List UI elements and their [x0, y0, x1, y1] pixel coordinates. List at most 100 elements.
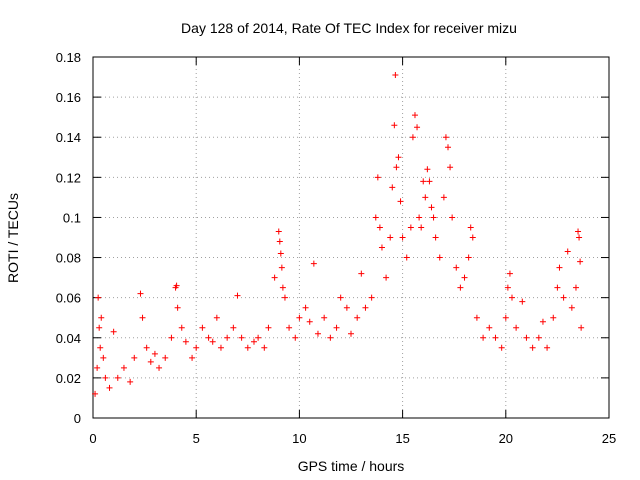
data-point	[147, 358, 154, 365]
data-point	[278, 264, 285, 271]
data-point	[120, 364, 127, 371]
data-point	[578, 324, 585, 331]
data-point	[139, 314, 146, 321]
data-point	[513, 324, 520, 331]
y-tick-label: 0	[74, 411, 81, 426]
data-point	[577, 258, 584, 265]
data-point	[506, 270, 513, 277]
data-point	[286, 324, 293, 331]
data-point	[343, 304, 350, 311]
data-point	[449, 214, 456, 221]
data-point	[302, 304, 309, 311]
data-point	[568, 304, 575, 311]
data-point	[414, 124, 421, 131]
y-tick-label: 0.1	[63, 210, 81, 225]
data-point	[178, 324, 185, 331]
data-point	[508, 294, 515, 301]
y-tick-label: 0.06	[56, 291, 81, 306]
data-point	[265, 324, 272, 331]
data-point	[95, 294, 102, 301]
plot-frame	[92, 56, 610, 419]
data-point	[217, 344, 224, 351]
data-point	[436, 254, 443, 261]
data-point	[432, 234, 439, 241]
data-point	[391, 122, 398, 129]
data-point	[354, 314, 361, 321]
data-point	[469, 234, 476, 241]
data-point	[420, 178, 427, 185]
data-point	[137, 290, 144, 297]
data-point	[399, 234, 406, 241]
y-tick-label: 0.02	[56, 371, 81, 386]
data-point	[424, 166, 431, 173]
data-point	[292, 334, 299, 341]
data-point	[572, 284, 579, 291]
data-point	[306, 318, 313, 325]
x-axis-label: GPS time / hours	[298, 458, 405, 474]
data-point	[498, 344, 505, 351]
grid-lines	[93, 57, 609, 418]
data-point	[393, 164, 400, 171]
data-point	[333, 324, 340, 331]
data-point	[535, 334, 542, 341]
data-point	[234, 292, 241, 299]
data-point	[281, 294, 288, 301]
data-point	[407, 224, 414, 231]
data-point	[403, 254, 410, 261]
data-point	[465, 254, 472, 261]
data-point	[182, 338, 189, 345]
axis-ticks	[92, 56, 610, 419]
data-point	[277, 250, 284, 257]
data-point	[296, 314, 303, 321]
data-point	[556, 264, 563, 271]
data-point	[168, 334, 175, 341]
data-point	[473, 314, 480, 321]
data-point	[467, 224, 474, 231]
data-point	[261, 344, 268, 351]
data-point	[502, 314, 509, 321]
data-point	[395, 154, 402, 161]
y-axis-label: ROTI / TECUs	[5, 193, 21, 283]
data-point	[127, 378, 134, 385]
data-point	[102, 374, 109, 381]
data-point	[174, 304, 181, 311]
data-point	[205, 334, 212, 341]
data-point	[564, 248, 571, 255]
data-point	[327, 334, 334, 341]
data-point	[440, 194, 447, 201]
x-tick-label: 10	[292, 431, 306, 446]
data-point	[250, 338, 257, 345]
data-point	[275, 228, 282, 235]
data-point	[94, 364, 101, 371]
data-point	[554, 284, 561, 291]
data-point	[372, 214, 379, 221]
data-point	[92, 390, 99, 397]
data-point	[575, 228, 582, 235]
data-point	[430, 214, 437, 221]
y-tick-label: 0.04	[56, 331, 81, 346]
data-point	[224, 334, 231, 341]
y-tick-label: 0.16	[56, 90, 81, 105]
data-point	[131, 354, 138, 361]
data-point	[529, 344, 536, 351]
x-tick-label: 25	[602, 431, 616, 446]
data-point	[378, 244, 385, 251]
data-point	[411, 112, 418, 119]
data-point	[310, 260, 317, 267]
data-point	[358, 270, 365, 277]
y-tick-label: 0.14	[56, 130, 81, 145]
data-point	[97, 344, 104, 351]
y-tick-label: 0.18	[56, 50, 81, 65]
data-point	[143, 344, 150, 351]
data-point	[368, 294, 375, 301]
data-point	[504, 284, 511, 291]
data-point	[162, 354, 169, 361]
data-points	[92, 72, 585, 397]
data-point	[389, 184, 396, 191]
x-tick-label: 0	[89, 431, 96, 446]
data-point	[409, 134, 416, 141]
data-point	[442, 134, 449, 141]
data-point	[244, 344, 251, 351]
data-point	[279, 284, 286, 291]
